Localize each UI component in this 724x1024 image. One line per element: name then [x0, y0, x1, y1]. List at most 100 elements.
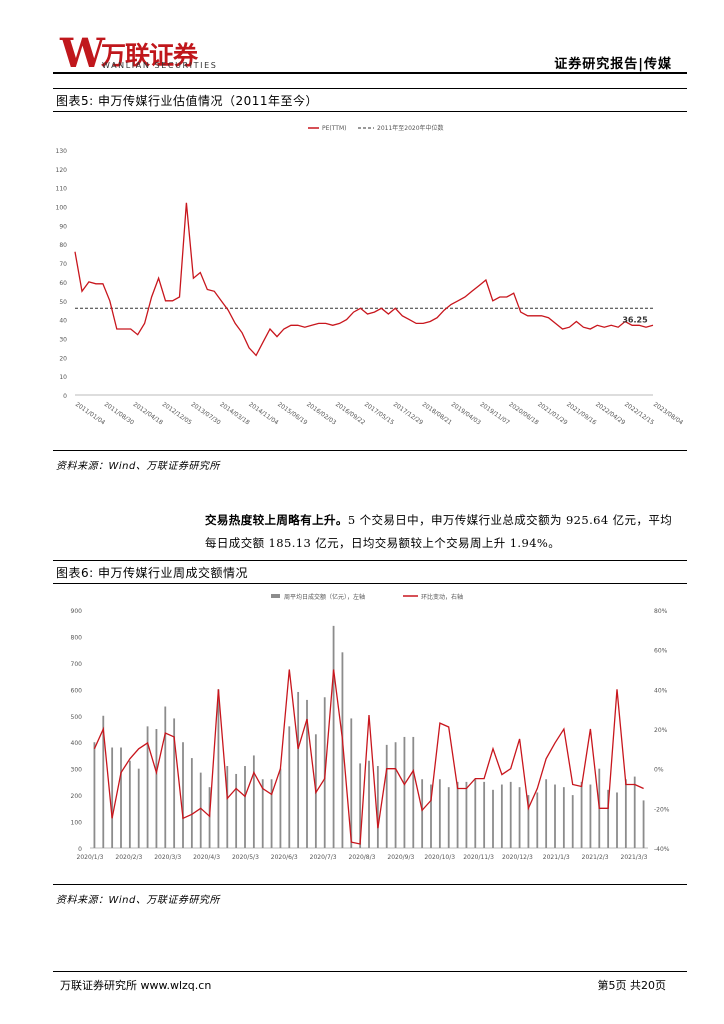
turnover-bar	[412, 736, 415, 848]
turnover-bar	[102, 715, 105, 848]
turnover-bar	[509, 781, 512, 848]
y-tick-label: 80	[59, 242, 67, 249]
turnover-bar	[182, 742, 184, 848]
y-tick-label: 110	[56, 186, 68, 193]
x-tick-label: 2021/2/3	[582, 854, 609, 861]
y-tick-label: 50	[59, 299, 67, 306]
x-tick-label: 2016/09/22	[334, 401, 366, 427]
y-tick-label: 30	[59, 336, 67, 343]
turnover-bar	[492, 789, 494, 848]
y-tick-label: 0	[63, 393, 67, 400]
turnover-bar	[403, 736, 406, 848]
x-tick-label: 2020/8/3	[349, 854, 376, 861]
y-tick-label: 100	[56, 205, 68, 212]
turnover-chart: 0 100 200 300 400 500 600 700 800 900 -40% -20% 0% 20…	[71, 593, 670, 861]
turnover-bar	[447, 787, 450, 848]
turnover-bar	[518, 787, 521, 848]
turnover-bar	[208, 787, 211, 848]
x-tick-label: 2019/04/03	[450, 401, 482, 427]
turnover-bar	[633, 776, 636, 848]
y-tick-label: 40	[59, 318, 67, 325]
x-tick-label: 2016/02/03	[305, 401, 337, 427]
y-tick-label: 120	[56, 167, 68, 174]
y-tick-label: 90	[59, 223, 67, 230]
turnover-bar	[155, 729, 158, 848]
pe-series-line	[74, 202, 654, 357]
turnover-bar	[545, 779, 548, 848]
y-tick-label: 70	[59, 261, 67, 268]
turnover-bar	[421, 779, 424, 848]
turnover-bar	[252, 755, 255, 848]
fig6-source: 资料来源：Wind、万联证券研究所	[56, 895, 220, 906]
turnover-bar	[199, 772, 202, 848]
summary-paragraph: 交易热度较上周略有上升。5 个交易日中，申万传媒行业总成交额为 925.64 亿…	[205, 509, 680, 555]
y-right-tick-label: -20%	[654, 806, 670, 813]
x-tick-label: 2017/05/15	[363, 401, 395, 427]
turnover-bar	[137, 768, 140, 848]
pe-latest-label: 36.25	[622, 315, 648, 324]
fig5-source: 资料来源：Wind、万联证券研究所	[56, 461, 220, 472]
turnover-bar	[536, 792, 539, 848]
turnover-bar	[616, 792, 618, 848]
turnover-bar	[226, 766, 229, 848]
turnover-bar	[261, 779, 264, 848]
y-left-tick-label: 200	[71, 793, 83, 800]
y-tick-label: 130	[56, 148, 68, 155]
fig5-title-rule	[53, 111, 687, 112]
x-tick-label: 2020/9/3	[387, 854, 414, 861]
y-left-tick-label: 900	[71, 608, 83, 615]
turnover-bar	[270, 779, 273, 848]
x-tick-label: 2012/12/05	[161, 401, 193, 427]
y-left-tick-label: 300	[71, 767, 83, 774]
fig6-title-rule	[53, 583, 687, 584]
fig5-bottom-rule	[53, 450, 687, 451]
fig5-top-rule	[53, 88, 687, 89]
turnover-bar	[359, 763, 362, 848]
fig6-bottom-rule	[53, 884, 687, 885]
turnover-bar	[642, 800, 645, 848]
y-right-tick-label: 60%	[654, 648, 668, 655]
turnover-bar	[332, 625, 335, 848]
x-tick-label: 2020/4/3	[193, 854, 220, 861]
legend-label-turnover: 周平均日成交额（亿元），左轴	[284, 593, 365, 601]
legend-label-change: 环比变动，右轴	[421, 593, 463, 601]
turnover-bar	[562, 787, 565, 848]
turnover-bar	[128, 760, 131, 848]
x-tick-label: 2022/12/15	[623, 401, 655, 427]
turnover-bar	[279, 768, 282, 848]
x-tick-label: 2017/12/29	[392, 401, 424, 427]
logo-chinese: 万联证券	[101, 41, 198, 70]
legend-swatch-turnover	[271, 594, 280, 598]
y-tick-label: 10	[59, 374, 67, 381]
y-left-tick-label: 600	[71, 687, 83, 694]
turnover-bar	[235, 773, 238, 848]
x-tick-label: 2021/01/29	[536, 401, 568, 427]
turnover-bar	[190, 758, 193, 848]
footer-left: 万联证券研究所 www.wlzq.cn	[60, 979, 212, 992]
y-right-tick-label: 80%	[654, 608, 668, 615]
x-tick-label: 2021/3/3	[621, 854, 648, 861]
x-tick-label: 2014/03/18	[218, 401, 250, 427]
summary-bold: 交易热度较上周略有上升。	[205, 513, 348, 527]
page-number: 第5页 共20页	[597, 979, 667, 992]
pe-valuation-chart: 0 10 20 30 40 50 60 70 80 90 100 110 120 130 2011/01/0…	[56, 124, 685, 427]
turnover-bar	[483, 781, 486, 848]
summary-text: 5 个交易日中，申万传媒行业总成交额为 925.64 亿元，平均每日成交额 18…	[205, 513, 673, 550]
turnover-bar	[217, 689, 220, 848]
turnover-bar	[341, 652, 344, 848]
turnover-bar	[164, 706, 167, 848]
footer-rule	[53, 971, 687, 972]
x-tick-label: 2013/07/30	[189, 401, 221, 427]
turnover-bar	[465, 781, 468, 848]
y-left-tick-label: 500	[71, 714, 83, 721]
turnover-bar	[474, 779, 477, 848]
y-right-tick-label: -40%	[654, 846, 670, 853]
turnover-bar	[111, 747, 114, 848]
x-tick-label: 2021/09/16	[565, 401, 597, 427]
y-left-tick-label: 0	[78, 846, 82, 853]
turnover-bar	[120, 747, 122, 848]
x-tick-label: 2015/06/19	[276, 401, 308, 427]
turnover-bar	[394, 742, 397, 848]
y-tick-label: 60	[59, 280, 67, 287]
turnover-bar	[146, 726, 149, 848]
